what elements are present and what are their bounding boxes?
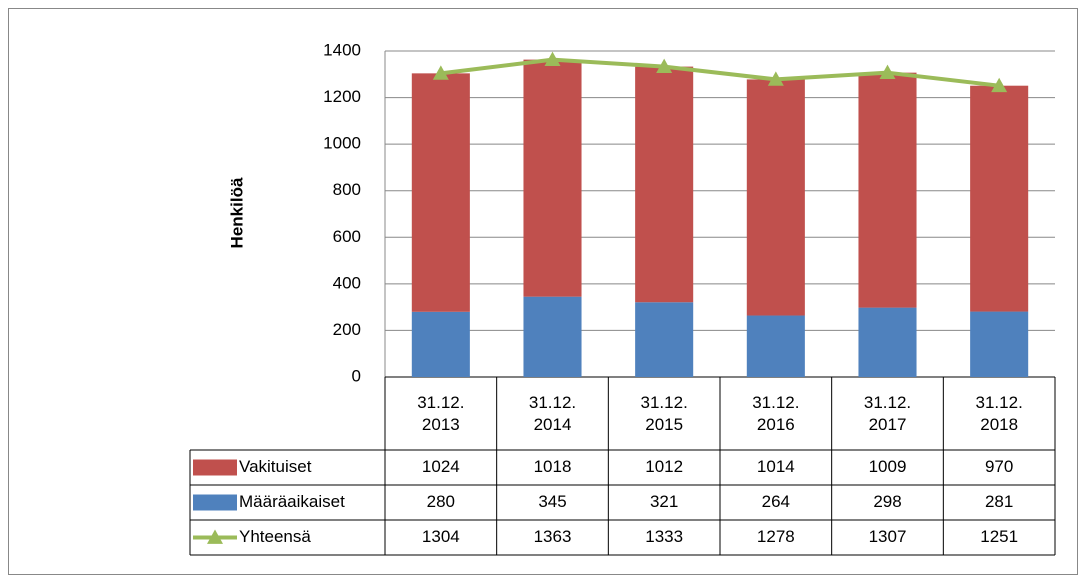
table-value: 1018 xyxy=(534,457,572,476)
table-value: 1363 xyxy=(534,527,572,546)
bar xyxy=(635,66,694,303)
y-tick-label: 600 xyxy=(333,227,361,246)
table-value: 280 xyxy=(427,492,455,511)
x-tick-label: 31.12. 2015 xyxy=(640,392,688,434)
y-axis-label: Henkilöä xyxy=(227,177,246,248)
bar xyxy=(746,79,805,316)
x-tick-label: 31.12. 2018 xyxy=(975,392,1023,434)
table-value: 345 xyxy=(538,492,566,511)
legend-label: Yhteensä xyxy=(239,527,311,546)
table-value: 1304 xyxy=(422,527,460,546)
table-value: 1009 xyxy=(869,457,907,476)
bar xyxy=(970,85,1029,312)
y-tick-label: 800 xyxy=(333,180,361,199)
legend-key xyxy=(207,529,223,544)
bar xyxy=(970,311,1029,377)
table-value: 281 xyxy=(985,492,1013,511)
table-value: 298 xyxy=(873,492,901,511)
table-value: 321 xyxy=(650,492,678,511)
table-value: 1012 xyxy=(645,457,683,476)
table-value: 1307 xyxy=(869,527,907,546)
marker xyxy=(991,77,1008,93)
bar xyxy=(858,307,917,377)
y-tick-label: 0 xyxy=(352,366,361,385)
bar xyxy=(635,302,694,377)
table-value: 264 xyxy=(762,492,790,511)
marker xyxy=(432,65,449,80)
marker xyxy=(767,71,784,86)
legend-label: Vakituiset xyxy=(239,457,312,476)
bar xyxy=(411,73,470,312)
bar xyxy=(858,72,917,308)
bar xyxy=(411,311,470,377)
y-tick-label: 400 xyxy=(333,273,361,292)
table-value: 1251 xyxy=(980,527,1018,546)
marker xyxy=(656,58,673,74)
marker xyxy=(879,64,896,80)
bar xyxy=(746,315,805,377)
table-value: 1014 xyxy=(757,457,795,476)
x-tick-label: 31.12. 2016 xyxy=(752,392,800,434)
table-value: 970 xyxy=(985,457,1013,476)
x-tick-label: 31.12. 2017 xyxy=(863,392,912,434)
y-tick-label: 1400 xyxy=(323,40,361,59)
bar xyxy=(523,296,582,377)
marker xyxy=(544,51,561,67)
y-tick-label: 200 xyxy=(333,320,361,339)
y-tick-label: 1000 xyxy=(323,134,361,153)
x-tick-label: 31.12. 2013 xyxy=(417,392,465,434)
legend-label: Määräaikaiset xyxy=(239,492,345,511)
x-tick-label: 31.12. 2014 xyxy=(528,392,577,434)
y-tick-label: 1200 xyxy=(323,87,361,106)
table-value: 1333 xyxy=(645,527,683,546)
line xyxy=(440,57,1000,88)
table-value: 1024 xyxy=(422,457,460,476)
legend-key xyxy=(193,459,237,476)
legend-key xyxy=(193,494,237,511)
table-value: 1278 xyxy=(757,527,795,546)
bar xyxy=(523,59,582,297)
